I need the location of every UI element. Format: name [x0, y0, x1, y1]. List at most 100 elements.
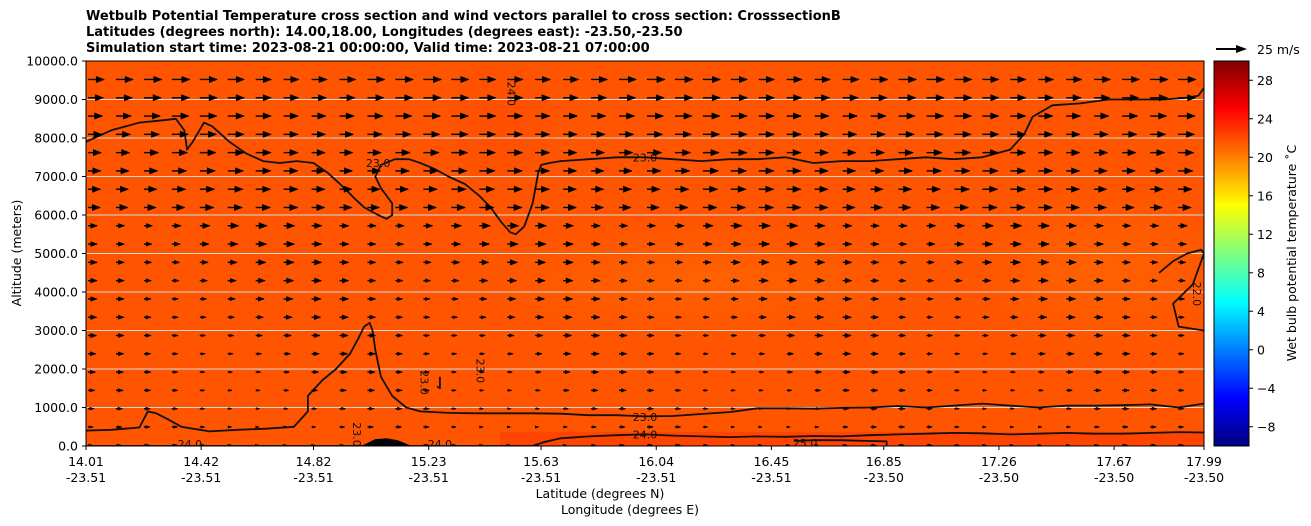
- x-tick-label-lat: 16.45: [754, 454, 790, 469]
- wind-vector-head: [200, 443, 206, 446]
- wind-vector-head: [627, 75, 637, 83]
- wind-vector-head: [738, 167, 748, 175]
- wind-vector-head: [118, 314, 125, 320]
- contour-line-23: [86, 321, 1204, 433]
- wind-vector-head: [206, 185, 216, 193]
- title-line-3: Simulation start time: 2023-08-21 00:00:…: [86, 41, 650, 56]
- wind-vector-head: [369, 223, 377, 229]
- wind-vector-head: [982, 443, 987, 446]
- wind-vector-head: [1187, 94, 1197, 102]
- wind-vector-head: [314, 259, 323, 266]
- wind-vector-head: [148, 185, 158, 193]
- wind-vector-head: [935, 94, 945, 102]
- wind-vector-head: [872, 259, 880, 265]
- wind-vector-head: [705, 259, 712, 265]
- wind-vector-head: [817, 314, 825, 320]
- wind-vector-head: [652, 167, 662, 175]
- wind-vector-head: [286, 240, 296, 248]
- wind-vector-head: [620, 443, 625, 446]
- wind-vector-head: [206, 167, 216, 175]
- x-tick-label-lat: 17.67: [1096, 454, 1132, 469]
- wind-vector-head: [369, 278, 377, 284]
- wind-vector-head: [397, 351, 404, 356]
- wind-vector-head: [481, 259, 490, 266]
- wind-vector-head: [229, 296, 236, 302]
- wind-vector-head: [595, 167, 605, 175]
- wind-vector-head: [541, 149, 551, 157]
- wind-vector-head: [1100, 112, 1110, 120]
- wind-vector-head: [314, 277, 323, 284]
- wind-vector-head: [731, 388, 736, 392]
- wind-vector-head: [1096, 369, 1103, 375]
- wind-vector-head: [174, 222, 182, 229]
- wind-vector-head: [541, 185, 551, 193]
- wind-vector-head: [173, 352, 179, 356]
- wind-vector-head: [648, 333, 655, 338]
- wind-vector-head: [593, 259, 601, 266]
- wind-vector-head: [598, 94, 608, 102]
- chart-title: Wetbulb Potential Temperature cross sect…: [86, 9, 841, 56]
- wind-vector-head: [396, 443, 402, 446]
- wind-vector-head: [648, 370, 655, 375]
- wind-vector-head: [1126, 167, 1136, 175]
- wind-vector-head: [621, 369, 628, 375]
- wind-vector-head: [145, 333, 152, 338]
- wind-vector-head: [982, 425, 987, 429]
- wind-vector-head: [119, 185, 129, 193]
- wind-vector-head: [1017, 149, 1027, 157]
- wind-vector-head: [1012, 333, 1018, 338]
- x-axis-ticks: 14.01-23.5114.42-23.5114.82-23.5115.23-2…: [66, 446, 1224, 485]
- wind-vector-head: [1009, 443, 1014, 446]
- wind-vector-head: [1041, 240, 1050, 248]
- y-tick-label: 6000.0: [34, 208, 78, 223]
- wind-vector-head: [372, 149, 382, 157]
- wind-vector-head: [960, 203, 970, 211]
- wind-vector-head: [877, 112, 887, 120]
- wind-vector-head: [620, 425, 626, 429]
- wind-vector-head: [1180, 241, 1188, 247]
- wind-vector-head: [765, 167, 775, 175]
- wind-vector-head: [900, 425, 906, 429]
- wind-vector-head: [1096, 241, 1105, 247]
- wind-vector-head: [648, 278, 655, 283]
- wind-vector-head: [704, 352, 709, 356]
- wind-vector-head: [93, 130, 103, 138]
- wind-vector-head: [682, 149, 692, 157]
- wind-vector-head: [765, 203, 775, 211]
- wind-vector-head: [119, 203, 129, 211]
- wind-vector-head: [819, 167, 829, 175]
- wind-vector-head: [708, 203, 718, 211]
- wind-vector-head: [173, 406, 179, 411]
- wind-vector-head: [844, 425, 849, 429]
- wind-vector-head: [316, 203, 326, 211]
- wind-vector-head: [452, 370, 458, 374]
- wind-vector-head: [345, 130, 355, 138]
- wind-vector-head: [676, 388, 682, 393]
- wind-vector-head: [928, 333, 934, 338]
- wind-vector-head: [452, 315, 459, 320]
- wind-vector-head: [535, 425, 540, 429]
- wind-vector-head: [788, 370, 794, 374]
- y-tick-label: 4000.0: [34, 285, 78, 300]
- wind-vector-head: [704, 296, 711, 301]
- wind-vector-head: [621, 351, 628, 357]
- wind-vector-head: [983, 352, 989, 356]
- wind-vector-head: [289, 203, 299, 211]
- wind-vector-head: [565, 351, 572, 357]
- contour-label: 24.0: [428, 438, 453, 451]
- wind-vector-head: [1153, 203, 1163, 211]
- colorbar-tick-label: 4: [1257, 304, 1265, 319]
- wind-vector-head: [989, 185, 999, 193]
- wind-vector-head: [846, 185, 856, 193]
- wind-vector-head: [563, 425, 568, 429]
- wind-vector-head: [431, 130, 441, 138]
- wind-vector-head: [569, 112, 579, 120]
- wind-vector-head: [487, 75, 497, 83]
- wind-vector-head: [1096, 277, 1104, 284]
- wind-vector-head: [651, 185, 661, 193]
- wind-vector-head: [117, 369, 125, 375]
- wind-vector-head: [180, 112, 190, 120]
- wind-vector-head: [1039, 388, 1044, 392]
- wind-vector-head: [397, 370, 403, 375]
- wind-vector-head: [1044, 130, 1054, 138]
